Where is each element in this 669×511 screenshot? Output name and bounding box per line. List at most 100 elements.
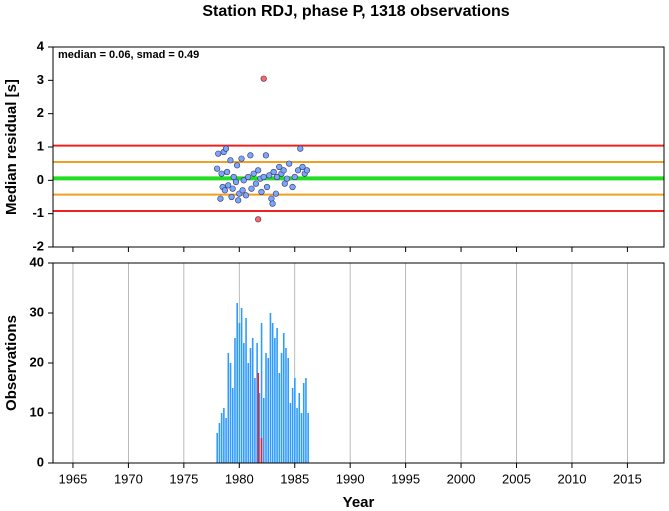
y-axis-label: Median residual [s] xyxy=(3,79,20,215)
data-point xyxy=(247,152,254,159)
bar xyxy=(223,408,225,463)
data-point xyxy=(272,190,279,197)
data-point xyxy=(230,173,237,181)
x-tick-label: 1990 xyxy=(336,471,365,486)
bar xyxy=(238,323,241,463)
bar xyxy=(254,378,256,463)
data-point xyxy=(225,182,232,189)
bar xyxy=(218,423,221,463)
x-axis-label: Year xyxy=(343,494,375,511)
bar xyxy=(298,393,301,463)
bar xyxy=(236,303,238,463)
y-tick-label: -1 xyxy=(32,205,44,220)
data-point xyxy=(215,150,222,157)
y-tick-label: 2 xyxy=(37,105,44,120)
bar xyxy=(269,313,272,463)
data-point xyxy=(266,172,273,179)
data-point xyxy=(250,170,257,177)
y-tick-label: 3 xyxy=(37,72,44,87)
y-tick-label: 0 xyxy=(37,172,44,187)
data-point xyxy=(245,173,252,181)
y-tick-label: 40 xyxy=(30,254,44,269)
data-point xyxy=(273,173,281,181)
data-point xyxy=(286,160,293,167)
data-point xyxy=(270,168,277,176)
bar xyxy=(243,343,245,463)
data-point xyxy=(299,163,306,171)
x-tick-label: 1980 xyxy=(225,471,254,486)
annotation: median = 0.06, smad = 0.49 xyxy=(58,49,199,61)
bar xyxy=(274,338,276,463)
data-point xyxy=(262,152,270,159)
bar xyxy=(231,388,234,463)
data-point xyxy=(281,180,288,187)
bar xyxy=(262,398,265,463)
bar xyxy=(296,408,298,463)
data-point xyxy=(297,145,304,152)
chart-title: Station RDJ, phase P, 1318 observations xyxy=(202,3,509,20)
bar xyxy=(280,353,283,463)
data-point xyxy=(222,145,230,152)
bar xyxy=(256,343,258,463)
x-tick-label: 1985 xyxy=(280,471,309,486)
data-point xyxy=(260,173,267,181)
bar xyxy=(258,393,261,463)
bar xyxy=(271,323,274,463)
bar xyxy=(265,353,267,463)
data-point xyxy=(291,173,298,181)
data-point xyxy=(268,195,275,202)
data-point xyxy=(283,175,291,182)
data-point xyxy=(252,180,260,187)
data-point xyxy=(229,185,236,192)
data-point xyxy=(294,167,302,174)
plot-frame xyxy=(52,262,665,464)
bar xyxy=(234,338,236,463)
data-point xyxy=(240,177,247,184)
y-tick-label: 4 xyxy=(37,38,45,53)
x-tick-label: 1995 xyxy=(391,471,420,486)
data-point xyxy=(232,178,240,186)
bar xyxy=(251,338,254,463)
data-point xyxy=(223,168,231,176)
data-point xyxy=(218,170,225,177)
data-point xyxy=(233,162,241,169)
bar xyxy=(229,363,232,463)
data-point xyxy=(238,155,245,162)
y-tick-label: 1 xyxy=(37,138,44,153)
x-tick-label: 2000 xyxy=(447,471,476,486)
bar xyxy=(291,388,294,463)
bar xyxy=(302,383,305,463)
data-point xyxy=(303,167,311,174)
data-point xyxy=(258,188,265,196)
data-point xyxy=(280,167,287,174)
bar xyxy=(257,373,260,463)
y-tick-label: 30 xyxy=(30,304,44,319)
bar xyxy=(260,438,263,463)
bar xyxy=(276,328,278,463)
data-point xyxy=(263,183,271,191)
bar xyxy=(227,353,230,463)
x-tick-label: 1975 xyxy=(169,471,198,486)
x-tick-label: 1970 xyxy=(114,471,143,486)
data-point xyxy=(228,193,235,201)
data-point xyxy=(239,187,246,194)
data-point xyxy=(269,200,276,207)
bar xyxy=(245,318,247,463)
bar xyxy=(287,358,289,463)
data-point xyxy=(289,183,296,191)
bar xyxy=(282,333,285,463)
y-tick-label: 20 xyxy=(30,354,44,369)
data-point xyxy=(276,163,283,171)
plot-frame xyxy=(52,46,665,248)
bar xyxy=(225,418,227,463)
data-point xyxy=(255,216,262,223)
data-point xyxy=(260,75,267,82)
x-tick-label: 2010 xyxy=(558,471,587,486)
bar xyxy=(307,413,309,463)
bar xyxy=(240,308,243,463)
bar xyxy=(260,323,263,463)
x-tick-label: 2005 xyxy=(502,471,531,486)
x-tick-label: 1965 xyxy=(58,471,87,486)
y-tick-label: 0 xyxy=(37,454,44,469)
data-point xyxy=(221,187,228,194)
